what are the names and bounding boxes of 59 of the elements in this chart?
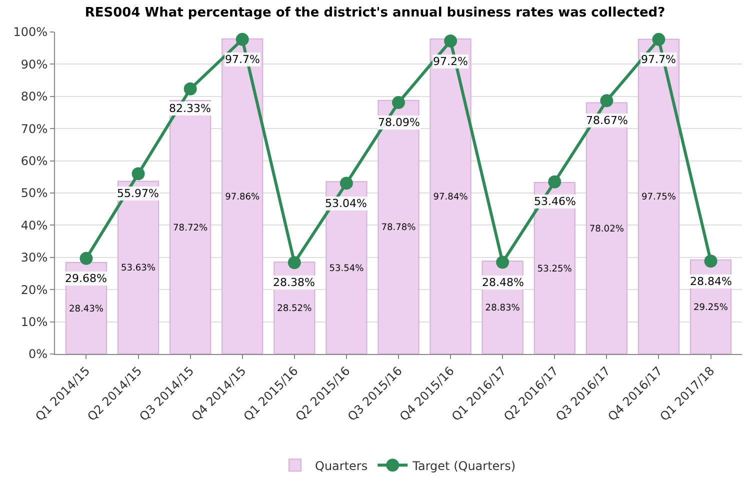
legend-label: Quarters [315,458,368,473]
y-tick-label: 40% [20,218,48,232]
y-tick-label: 20% [20,282,48,297]
bar [170,100,212,354]
point [444,34,458,48]
data-label: 53.04% [325,197,367,210]
point [496,256,510,269]
point [236,32,249,46]
data-label: 29.25% [694,302,728,313]
data-label: 78.67% [586,114,628,127]
data-label: 28.83% [485,304,520,314]
y-tick-label: 80% [20,90,48,104]
point [184,82,197,96]
point [340,176,353,190]
y-tick-label: 0% [28,347,48,362]
data-label: 53.54% [329,264,364,274]
data-label: 29.68% [65,272,107,285]
bar [638,38,680,354]
data-label: 78.02% [589,224,624,234]
point [652,32,666,46]
data-label: 28.84% [690,275,732,288]
legend-label: Target (Quarters) [412,458,516,473]
data-label: 97.7% [225,53,260,66]
data-label: 97.84% [433,192,468,203]
data-label: 78.72% [173,223,208,234]
data-label: 53.25% [537,264,572,274]
y-tick-label: 50% [20,186,48,200]
data-label: 97.2% [433,55,468,68]
y-tick-label: 100% [13,25,48,40]
data-label: 28.48% [482,276,524,289]
point [704,254,718,268]
point [548,175,562,188]
point [288,256,301,270]
data-label: 28.52% [277,304,312,314]
point [600,94,614,108]
y-tick-label: 90% [20,57,48,72]
data-label: 78.09% [378,116,420,129]
bar [222,38,264,354]
point [132,167,145,180]
data-label: 78.78% [381,223,416,234]
chart-title: RES004 What percentage of the district's annual business rates was collected? [84,5,666,20]
bar [378,100,420,354]
data-label: 97.75% [641,192,676,203]
data-label: 97.86% [225,192,260,202]
data-label: 53.46% [534,195,576,208]
data-label: 82.33% [169,102,211,115]
data-label: 97.7% [641,53,676,66]
bar [586,102,628,354]
bar [430,38,472,354]
data-label: 28.38% [273,276,315,289]
y-tick-label: 60% [20,154,48,168]
y-tick-label: 70% [20,122,48,136]
point [392,96,405,110]
y-tick-label: 30% [20,250,48,265]
point [80,252,93,265]
data-label: 55.97% [117,187,159,200]
data-label: 53.63% [120,264,156,274]
data-label: 28.43% [68,304,104,314]
y-tick-label: 10% [20,315,48,329]
